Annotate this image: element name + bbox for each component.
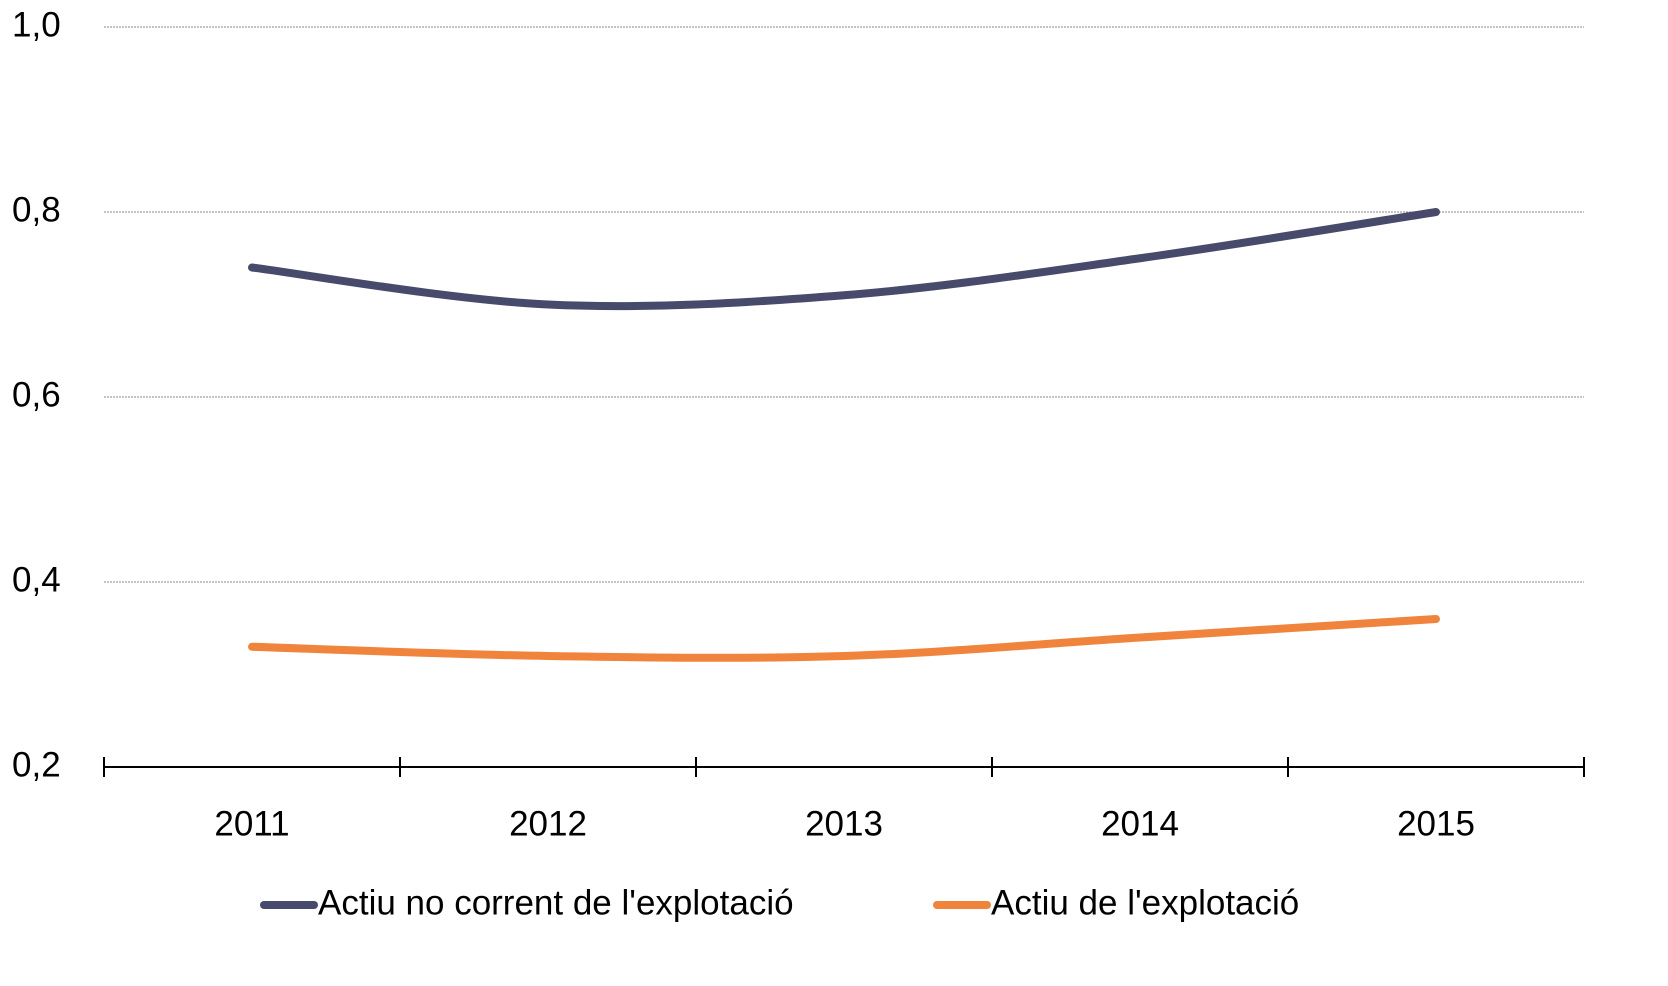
x-tick-label: 2015 xyxy=(1397,804,1475,843)
y-tick-label: 0,2 xyxy=(12,745,61,784)
legend-label: Actiu de l'explotació xyxy=(991,883,1299,922)
x-tick-label: 2014 xyxy=(1101,804,1179,843)
y-tick-label: 0,6 xyxy=(12,375,61,414)
y-tick-label: 0,4 xyxy=(12,560,61,599)
y-tick-label: 1,0 xyxy=(12,5,61,44)
y-tick-label: 0,8 xyxy=(12,190,61,229)
line-series xyxy=(248,615,1440,662)
x-tick-label: 2013 xyxy=(805,804,883,843)
line-series xyxy=(248,208,1440,311)
x-tick-label: 2012 xyxy=(509,804,587,843)
legend-label: Actiu no corrent de l'explotació xyxy=(318,883,794,922)
x-tick-label: 2011 xyxy=(214,804,289,843)
